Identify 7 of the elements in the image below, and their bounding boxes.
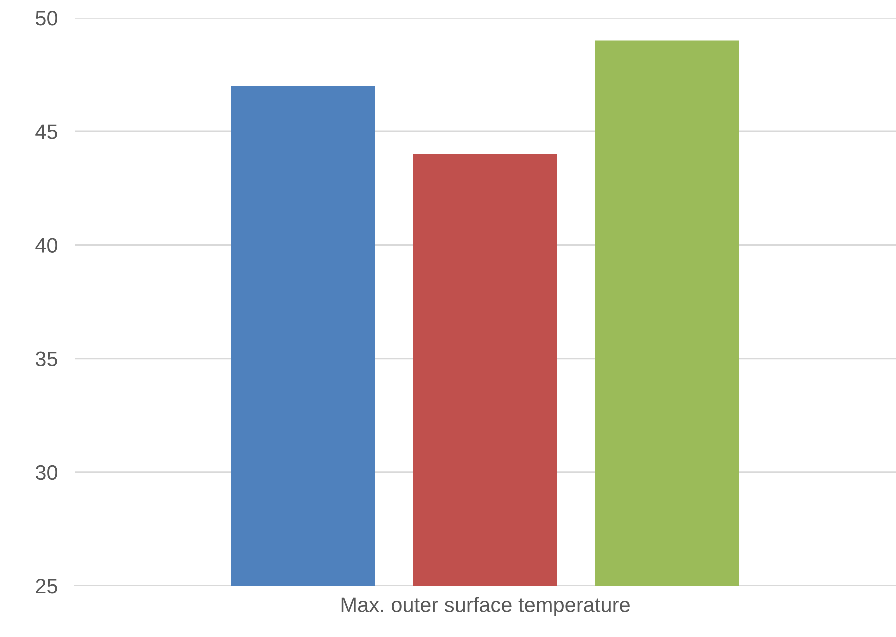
y-tick-label: 25 xyxy=(36,579,58,594)
y-tick-label: 30 xyxy=(36,465,58,480)
y-tick-label: 50 xyxy=(36,11,58,26)
y-tick-label: 45 xyxy=(36,124,58,140)
x-tick-label: Max. outer surface temperature xyxy=(342,597,630,617)
y-tick-label: 40 xyxy=(36,238,58,253)
y-tick-label: 35 xyxy=(36,352,58,367)
